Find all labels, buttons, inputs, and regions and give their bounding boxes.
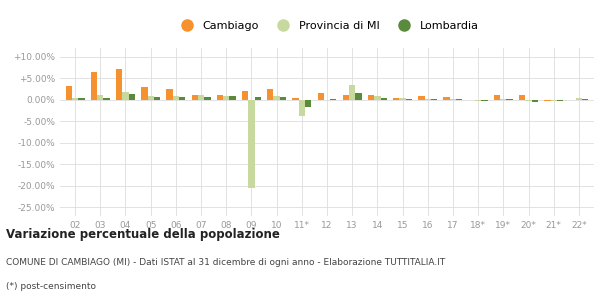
Bar: [544, 100, 551, 101]
Bar: [65, 86, 72, 100]
Bar: [380, 98, 387, 100]
Bar: [349, 85, 355, 100]
Bar: [72, 98, 78, 100]
Bar: [418, 96, 425, 100]
Bar: [97, 94, 103, 100]
Bar: [519, 95, 526, 100]
Bar: [292, 98, 299, 100]
Bar: [254, 97, 261, 100]
Bar: [393, 98, 400, 100]
Bar: [305, 100, 311, 106]
Bar: [179, 97, 185, 100]
Bar: [425, 99, 431, 100]
Bar: [368, 95, 374, 100]
Bar: [166, 89, 173, 100]
Bar: [191, 94, 198, 100]
Bar: [148, 96, 154, 100]
Bar: [173, 96, 179, 100]
Bar: [443, 97, 450, 100]
Text: (*) post-censimento: (*) post-censimento: [6, 282, 96, 291]
Bar: [557, 100, 563, 101]
Bar: [128, 94, 135, 100]
Bar: [198, 95, 204, 100]
Bar: [400, 98, 406, 100]
Bar: [330, 99, 337, 100]
Bar: [576, 98, 582, 100]
Bar: [355, 93, 362, 100]
Bar: [229, 96, 236, 100]
Bar: [204, 97, 211, 100]
Bar: [217, 95, 223, 100]
Bar: [374, 96, 380, 100]
Bar: [242, 91, 248, 100]
Bar: [116, 69, 122, 100]
Bar: [141, 87, 148, 100]
Bar: [481, 100, 488, 101]
Bar: [494, 95, 500, 100]
Bar: [526, 100, 532, 101]
Bar: [551, 100, 557, 101]
Bar: [103, 98, 110, 100]
Bar: [343, 94, 349, 100]
Bar: [317, 93, 324, 100]
Bar: [122, 92, 128, 100]
Bar: [299, 100, 305, 116]
Text: COMUNE DI CAMBIAGO (MI) - Dati ISTAT al 31 dicembre di ogni anno - Elaborazione : COMUNE DI CAMBIAGO (MI) - Dati ISTAT al …: [6, 258, 445, 267]
Bar: [582, 99, 589, 100]
Bar: [500, 99, 506, 100]
Bar: [406, 99, 412, 100]
Bar: [223, 96, 229, 100]
Bar: [532, 100, 538, 102]
Bar: [280, 97, 286, 100]
Bar: [154, 97, 160, 100]
Bar: [475, 100, 481, 101]
Bar: [78, 98, 85, 100]
Text: Variazione percentuale della popolazione: Variazione percentuale della popolazione: [6, 228, 280, 241]
Bar: [91, 72, 97, 100]
Bar: [456, 99, 463, 100]
Legend: Cambiago, Provincia di MI, Lombardia: Cambiago, Provincia di MI, Lombardia: [171, 16, 483, 35]
Bar: [248, 100, 254, 188]
Bar: [506, 99, 513, 100]
Bar: [450, 99, 456, 100]
Bar: [267, 89, 274, 100]
Bar: [274, 96, 280, 100]
Bar: [431, 99, 437, 100]
